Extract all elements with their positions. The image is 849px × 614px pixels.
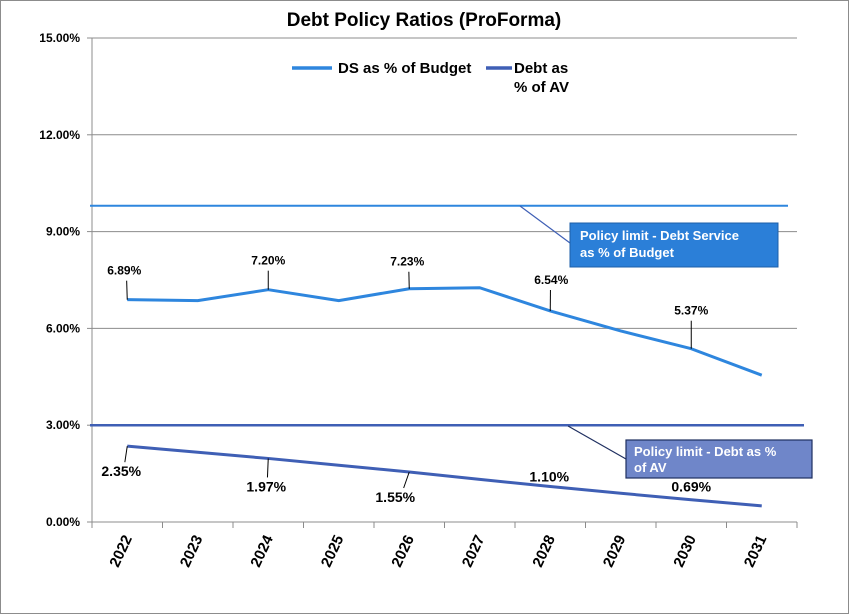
x-tick-label: 2027 [459,533,489,570]
data-label-leader [403,471,410,489]
x-tick-label: 2024 [247,532,277,570]
callout-av-text-line2: of AV [634,460,667,475]
data-label-leader [126,280,128,300]
x-tick-label: 2025 [318,533,348,570]
series-line-debt [127,444,762,508]
data-label-ds: 6.54% [534,273,568,287]
y-tick-label: 0.00% [46,515,80,529]
series-lines [127,286,763,508]
x-tick-label: 2030 [670,533,700,570]
callout-av-policy: Policy limit - Debt as % of AV [567,425,813,479]
data-label-ds: 5.37% [674,304,708,318]
y-tick-label: 3.00% [46,418,80,432]
callout-ds-policy: Policy limit - Debt Service as % of Budg… [519,205,779,268]
x-tick-label: 2022 [106,533,136,570]
callout-av-leader [567,425,627,460]
x-tick-label: 2023 [177,533,207,570]
chart-title: Debt Policy Ratios (ProForma) [287,10,562,31]
y-tick-label: 6.00% [46,321,80,335]
y-axis-ticks: 0.00% 3.00% 6.00% 9.00% 12.00% 15.00% [39,31,80,529]
reference-lines [90,204,804,427]
x-axis: 2022 2023 2024 2025 2026 2027 2028 2029 2030 2031 [91,522,798,570]
data-label-ds: 6.89% [107,264,141,278]
x-tick-label: 2026 [388,533,418,570]
y-tick-label: 9.00% [46,225,80,239]
data-label-debt: 0.69% [671,479,711,495]
data-label-debt: 1.55% [375,489,415,505]
data-label-debt: 2.35% [101,463,141,479]
legend-label-debt-line2: % of AV [514,79,569,96]
y-tick-label: 15.00% [39,31,80,45]
data-label-leader [266,458,269,478]
callout-ds-box [569,222,779,268]
callout-ds-leader [519,205,571,244]
data-label-ds: 7.23% [390,255,424,269]
data-label-leader [124,446,128,463]
legend-label-debt-line1: Debt as [514,60,568,77]
data-labels: 6.89% 7.20% 7.23% 6.54% 5.37% 2.35% 1.97% 1.55%… [101,254,711,505]
callout-av-box [625,439,813,479]
x-tick-label: 2029 [600,533,630,570]
data-label-debt: 1.97% [246,478,286,494]
legend: DS as % of Budget Debt as % of AV [292,60,569,96]
callout-av-text-line1: Policy limit - Debt as % [634,444,777,459]
series-line-ds [127,286,763,377]
callout-ds-text-line1: Policy limit - Debt Service [580,228,739,243]
x-tick-label: 2028 [529,533,559,570]
legend-label-ds: DS as % of Budget [338,60,471,77]
x-tick-label: 2031 [741,533,771,570]
data-label-debt: 1.10% [529,469,569,485]
callout-ds-text-line2: as % of Budget [580,245,675,260]
data-label-ds: 7.20% [251,254,285,268]
y-tick-label: 12.00% [39,128,80,142]
